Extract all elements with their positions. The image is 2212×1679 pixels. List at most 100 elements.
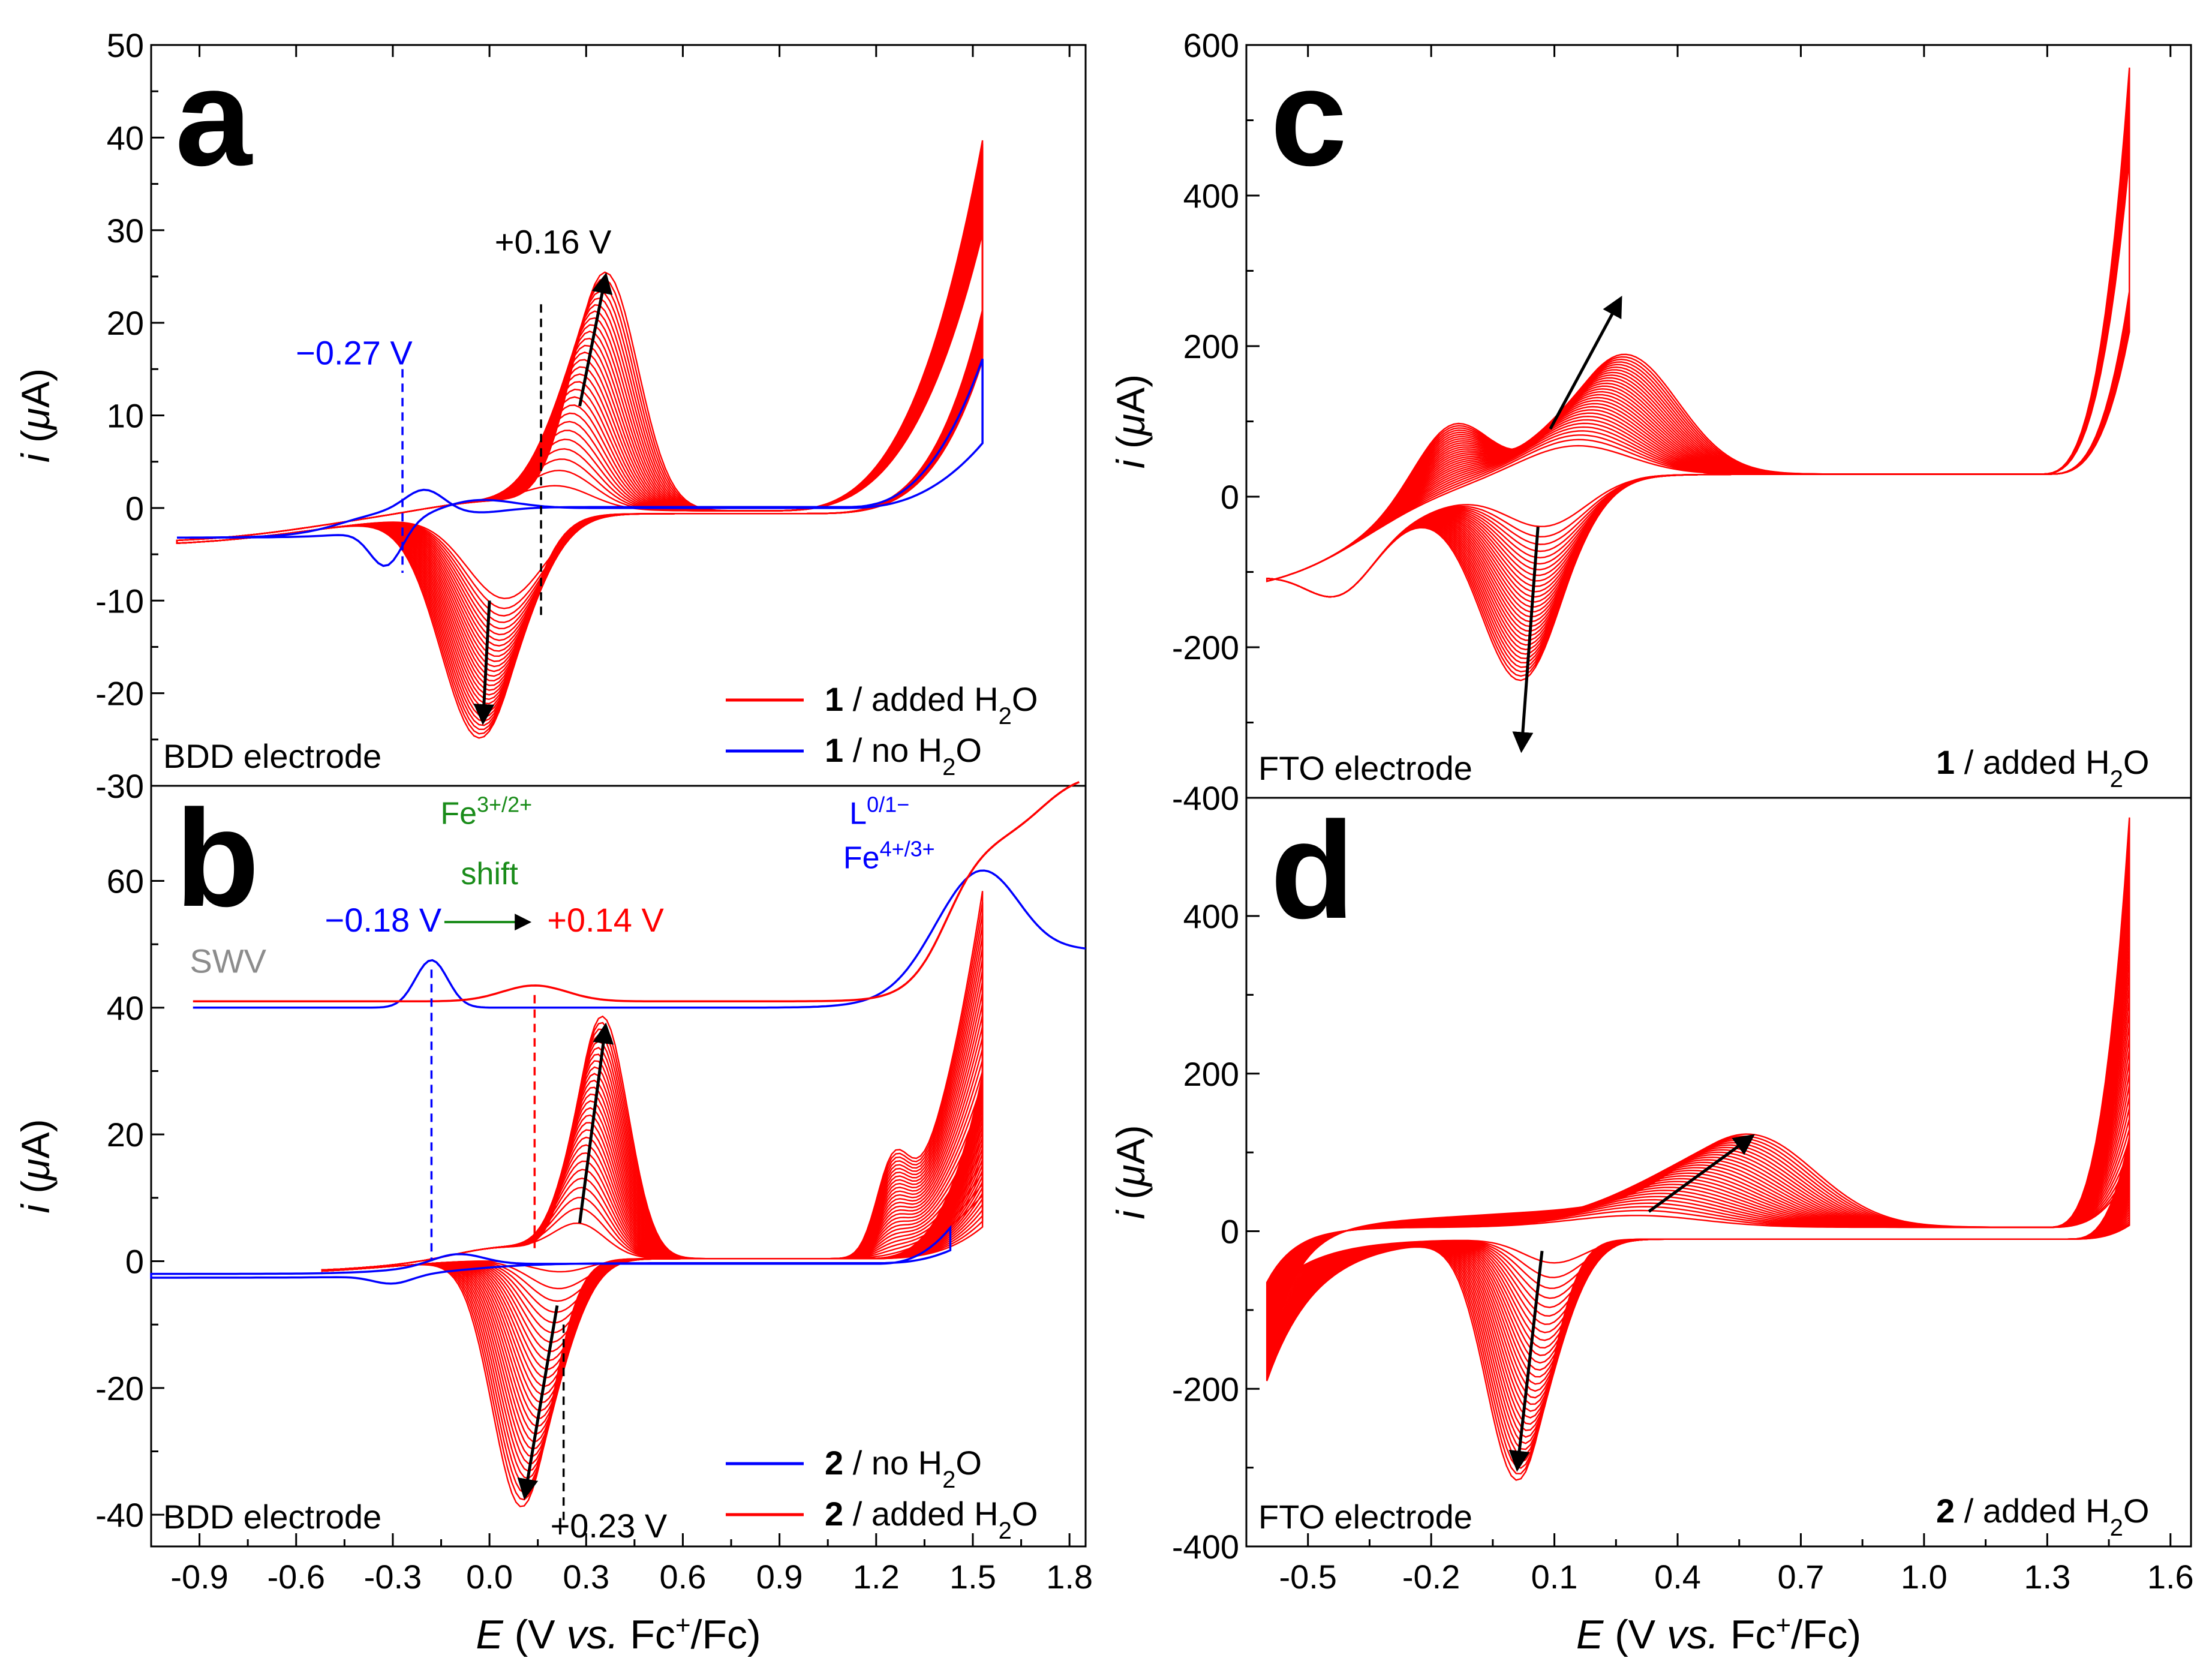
y-axis-label-mu: μ (13, 408, 58, 431)
legend-entry-d1: 2 / added H2O (1936, 1492, 2149, 1541)
annotation-swv: SWV (190, 942, 266, 980)
x-axis-label-vs: vs. (567, 1612, 619, 1657)
cv-cycle-red-d (1266, 1172, 2130, 1296)
x-axis-label-b: E (V vs. Fc+/Fc) (476, 1611, 761, 1658)
x-tick-label-b: -0.3 (364, 1558, 422, 1596)
panel-letter-c: c (1270, 40, 1347, 194)
fe32-base: Fe (440, 796, 477, 831)
annotation-potential-b1: −0.18 V (325, 901, 442, 939)
fe32-sup: 3+/2+ (477, 792, 532, 816)
legend-subscript: 2 (2110, 1515, 2123, 1541)
x-tick-label-b: 1.2 (853, 1558, 900, 1596)
y-axis-label-unit: A) (13, 368, 58, 408)
y-tick-label-a: 20 (107, 304, 144, 342)
x-tick-label-d: -0.2 (1402, 1558, 1460, 1596)
y-tick-label-a: 0 (125, 489, 144, 527)
y-axis-label-i: i (1108, 458, 1153, 468)
y-axis-label-b: i (μA) (13, 1119, 58, 1213)
trend-arrow-a-down (473, 600, 495, 725)
x-axis-label-vs: vs. (1667, 1612, 1719, 1657)
legend-tail: O (1012, 1495, 1038, 1533)
annotation-fe43: Fe4+/3+ (843, 836, 935, 876)
x-axis-label-post: /Fc) (1791, 1612, 1861, 1657)
y-axis-label-i: i (13, 452, 58, 462)
annotation-potential-a1: +0.16 V (495, 223, 612, 260)
y-tick-label-a: -30 (95, 767, 144, 805)
y-axis-label-unit: A) (1108, 374, 1153, 414)
panel-a: 50 40 30 20 10 0 -10 -20 -30 i (μA) a BDD electrode… (13, 26, 1087, 805)
legend-tail: O (2123, 1492, 2150, 1530)
annotation-potential-a2: −0.27 V (296, 334, 413, 372)
y-tick-label-a: 40 (107, 119, 144, 157)
cv-cycle-red-d (1266, 1157, 2130, 1302)
panel-letter-a: a (175, 40, 253, 194)
trend-arrow-c-up (1549, 296, 1622, 430)
swv-curve-blue-b (193, 869, 1086, 1009)
x-tick-label-b: 0.3 (563, 1558, 609, 1596)
x-tick-label-d: 0.7 (1778, 1558, 1825, 1596)
y-tick-label-a: 10 (107, 397, 144, 435)
cv-cycle-red-d (1266, 1148, 2130, 1305)
legend-compound-number: 1 (825, 680, 843, 718)
cv-cycles-b (321, 891, 984, 1507)
legend-entry-b2: 2 / added H2O (825, 1495, 1038, 1544)
y-tick-label-c: -200 (1172, 629, 1239, 666)
legend-subscript: 2 (2110, 766, 2123, 792)
legend-text: / added H (1955, 1492, 2109, 1530)
y-tick-label-d: -400 (1172, 1528, 1239, 1566)
x-tick-label-b: -0.6 (268, 1558, 326, 1596)
x-axis-label-sup: + (675, 1611, 691, 1640)
x-tick-label-d: 1.6 (2147, 1558, 2194, 1596)
annotation-shift-label: shift (461, 857, 518, 891)
legend-entry-c1: 1 / added H2O (1936, 743, 2149, 792)
y-tick-label-d: 200 (1183, 1055, 1239, 1093)
y-tick-label-b: 20 (107, 1116, 144, 1154)
x-tick-label-d: 0.1 (1531, 1558, 1578, 1596)
cv-cycle-red-b (321, 1193, 984, 1273)
legend-tail: O (1012, 680, 1038, 718)
legend-entry-a1: 1 / added H2O (825, 680, 1038, 729)
electrode-label-c: FTO electrode (1258, 749, 1472, 787)
y-axis-label-paren: ( (1108, 435, 1153, 459)
trend-arrow-a-up (578, 272, 613, 407)
x-axis-label-d: E (V vs. Fc+/Fc) (1576, 1611, 1861, 1658)
y-axis-label-unit: A) (1108, 1125, 1153, 1164)
x-tick-label-d: 1.3 (2024, 1558, 2070, 1596)
panel-letter-d: d (1270, 793, 1355, 947)
y-tick-label-a: 50 (107, 26, 144, 64)
x-tick-label-b: 1.5 (949, 1558, 996, 1596)
y-axis-label-i: i (1108, 1209, 1153, 1220)
x-axis-label-fc: Fc (618, 1612, 675, 1657)
cv-curve-blue-b (150, 1225, 952, 1285)
x-axis-label-pre: (V (503, 1612, 567, 1657)
legend-compound-number: 2 (1936, 1492, 1955, 1530)
x-tick-label-b: 1.8 (1046, 1558, 1093, 1596)
fe43-base: Fe (843, 840, 880, 875)
legend-tail: O (955, 731, 982, 769)
panel-d: 400 200 0 -200 -400 i (μA) -0.5 -0.2 0.1 0.4 0.7 1.… (1108, 793, 2194, 1657)
cv-cycles-d (1266, 817, 2130, 1481)
y-tick-label-a: -20 (95, 675, 144, 713)
x-tick-label-d: 0.4 (1654, 1558, 1701, 1596)
legend-text: / added H (843, 680, 998, 718)
x-tick-label-b: 0.9 (756, 1558, 803, 1596)
annotation-fe32: Fe3+/2+ (440, 792, 532, 831)
y-tick-label-b: 60 (107, 863, 144, 900)
y-tick-label-d: 400 (1183, 897, 1239, 935)
y-axis-label-i: i (13, 1203, 58, 1214)
y-tick-label-b: 40 (107, 989, 144, 1027)
y-tick-label-b: -20 (95, 1369, 144, 1407)
legend-subscript: 2 (942, 1467, 955, 1493)
y-tick-label-c: 400 (1183, 177, 1239, 215)
x-axis-label-fc: Fc (1719, 1612, 1775, 1657)
cv-curve-blue-a (177, 358, 984, 567)
y-axis-label-unit: A) (13, 1119, 58, 1158)
cv-cycle-red-b (321, 1182, 984, 1290)
x-axis-label-pre: (V (1603, 1612, 1667, 1657)
fe43-sup: 4+/3+ (880, 836, 935, 861)
cv-cycle-red-c (1266, 67, 2130, 681)
cv-cycle-red-b (321, 891, 984, 1507)
x-axis-label-e: E (476, 1612, 503, 1657)
x-tick-label-b: 0.0 (466, 1558, 513, 1596)
